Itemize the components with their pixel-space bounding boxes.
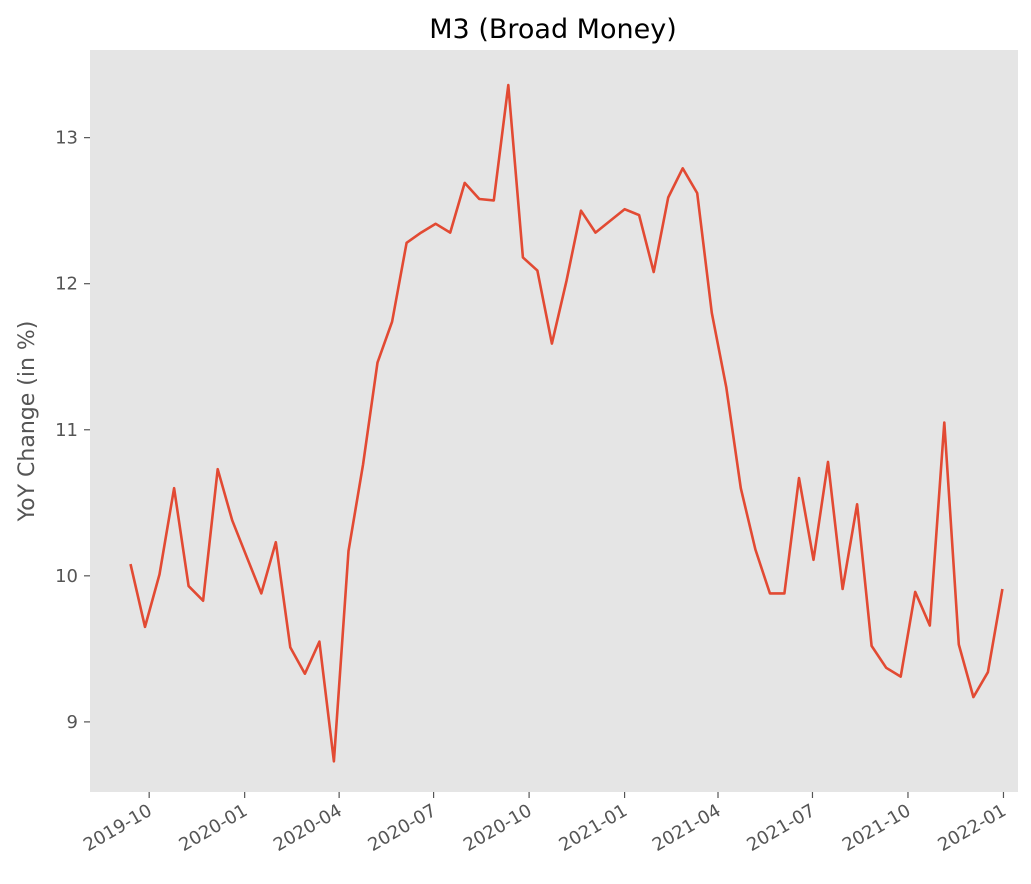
x-axis: 2019-10 2020-01 2020-04 2020-07 2020-10 2021-…: [80, 792, 1010, 856]
y-tick-label: 10: [55, 566, 78, 587]
series-layer: [129, 83, 1004, 763]
y-axis: 9 10 11 12 13: [55, 128, 90, 733]
plot-background: [90, 50, 1018, 792]
x-tick-label: 2021-04: [649, 800, 725, 856]
y-axis-label: YoY Change (in %): [15, 321, 40, 523]
y-tick-label: 12: [55, 274, 78, 295]
series-line: [129, 83, 1004, 763]
y-tick-label: 13: [55, 128, 78, 149]
x-tick-label: 2019-10: [80, 800, 156, 856]
x-tick-label: 2020-07: [364, 800, 440, 856]
chart-title: M3 (Broad Money): [429, 14, 676, 45]
y-tick-label: 9: [67, 712, 78, 733]
x-tick-label: 2021-10: [839, 800, 915, 856]
x-tick-label: 2021-01: [555, 800, 631, 856]
x-tick-label: 2021-07: [743, 800, 819, 856]
x-tick-label: 2020-10: [460, 800, 536, 856]
x-tick-label: 2020-01: [176, 800, 252, 856]
x-tick-label: 2022-01: [934, 800, 1010, 856]
y-tick-label: 11: [55, 420, 78, 441]
x-tick-label: 2020-04: [270, 800, 346, 856]
